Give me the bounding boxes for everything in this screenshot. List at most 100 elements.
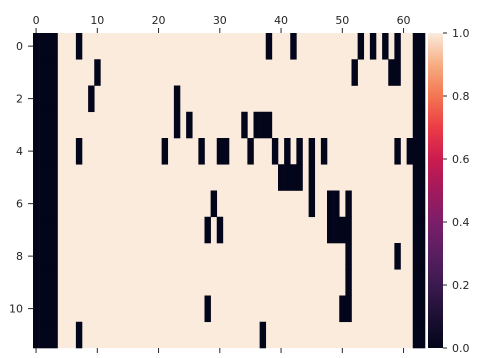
colorbar-tick-label: 0.6 — [452, 153, 470, 166]
heatmap-cell — [271, 138, 279, 165]
heatmap-cell — [45, 216, 52, 244]
heatmap-cell — [418, 243, 426, 270]
heatmap-cell — [173, 85, 181, 113]
heatmap-cell — [412, 295, 420, 323]
heatmap-cell — [418, 111, 426, 139]
y-axis: 0 2 4 6 8 10 — [9, 40, 33, 316]
heatmap-cell — [418, 295, 426, 323]
heatmap-cell — [39, 269, 46, 296]
heatmap-cell — [394, 59, 401, 86]
colorbar-tick-label: 0.8 — [452, 90, 470, 103]
heatmap-cell — [39, 59, 46, 86]
heatmap-cell — [39, 111, 46, 139]
heatmap-cell — [222, 138, 230, 165]
colorbar-tick-label: 0.4 — [452, 216, 470, 229]
colorbar — [428, 33, 443, 348]
heatmap-cell — [94, 59, 101, 86]
y-tick-label: 0 — [16, 40, 23, 53]
heatmap-cell — [259, 111, 267, 139]
heatmap-cell — [39, 243, 46, 270]
heatmap-cell — [320, 138, 328, 165]
heatmap-cell — [33, 33, 40, 60]
heatmap-cell — [204, 216, 211, 244]
heatmap-cell — [161, 138, 169, 165]
heatmap-cell — [290, 164, 297, 191]
heatmap-cell — [33, 321, 40, 349]
heatmap-cell — [418, 59, 426, 86]
heatmap-cell — [39, 164, 46, 191]
heatmap-cell — [198, 138, 205, 165]
x-tick-label: 20 — [152, 14, 166, 27]
heatmap-cell — [75, 33, 83, 60]
heatmap-cell — [39, 33, 46, 60]
heatmap-cell — [51, 216, 58, 244]
heatmap-cell — [412, 33, 420, 60]
x-tick-label: 60 — [397, 14, 411, 27]
heatmap-cell — [284, 138, 291, 165]
heatmap-cell — [51, 164, 58, 191]
heatmap-cell — [418, 33, 426, 60]
heatmap-cell — [412, 164, 420, 191]
heatmap-cell — [45, 321, 52, 349]
heatmap-cell — [388, 59, 395, 86]
colorbar-tick-label: 0.2 — [452, 279, 470, 292]
heatmap-cell — [45, 164, 52, 191]
heatmap-cell — [345, 216, 352, 244]
heatmap-cell — [204, 295, 211, 323]
heatmap-cell — [327, 216, 334, 244]
heatmap-cell — [418, 321, 426, 349]
x-tick-label: 50 — [335, 14, 349, 27]
heatmap-cell — [253, 111, 260, 139]
heatmap-cell — [45, 59, 52, 86]
heatmap-cell — [308, 190, 316, 218]
heatmap-cell — [412, 321, 420, 349]
heatmap-cell — [418, 138, 426, 165]
x-tick-label: 40 — [274, 14, 288, 27]
heatmap-cell — [339, 216, 346, 244]
heatmap-cell — [45, 295, 52, 323]
heatmap-cell — [39, 216, 46, 244]
heatmap-cell — [75, 138, 83, 165]
heatmap-cell — [394, 33, 401, 60]
heatmap-cells — [33, 33, 426, 349]
heatmap-cell — [39, 138, 46, 165]
y-tick-label: 10 — [9, 303, 23, 316]
heatmap-cell — [33, 190, 40, 218]
heatmap-cell — [51, 295, 58, 323]
heatmap-cell — [75, 321, 83, 349]
heatmap-cell — [357, 33, 365, 60]
heatmap-cell — [259, 321, 267, 349]
heatmap-cell — [333, 216, 340, 244]
x-tick-label: 30 — [213, 14, 227, 27]
heatmap-cell — [33, 269, 40, 296]
heatmap-cell — [345, 190, 352, 218]
heatmap-cell — [418, 216, 426, 244]
heatmap-cell — [51, 85, 58, 113]
heatmap-cell — [296, 164, 303, 191]
heatmap-cell — [418, 164, 426, 191]
heatmap-cell — [33, 243, 40, 270]
colorbar-axis: 0.0 0.2 0.4 0.6 0.8 1.0 — [443, 27, 470, 355]
heatmap-cell — [412, 138, 420, 165]
heatmap-cell — [345, 295, 352, 323]
x-axis: 0 10 20 30 40 50 60 — [33, 14, 411, 353]
y-tick-label: 6 — [16, 198, 23, 211]
x-tick-label: 0 — [33, 14, 40, 27]
heatmap-cell — [45, 138, 52, 165]
heatmap-cell — [51, 269, 58, 296]
heatmap-cell — [45, 85, 52, 113]
heatmap-cell — [339, 295, 346, 323]
heatmap-cell — [210, 190, 218, 218]
heatmap-cell — [345, 243, 352, 270]
heatmap-cell — [173, 111, 181, 139]
heatmap-cell — [394, 138, 401, 165]
heatmap-cell — [412, 85, 420, 113]
heatmap-cell — [39, 321, 46, 349]
heatmap-background — [33, 33, 425, 348]
heatmap-cell — [412, 243, 420, 270]
heatmap-cell — [412, 59, 420, 86]
heatmap-cell — [51, 243, 58, 270]
heatmap-cell — [265, 111, 273, 139]
heatmap-cell — [296, 138, 303, 165]
